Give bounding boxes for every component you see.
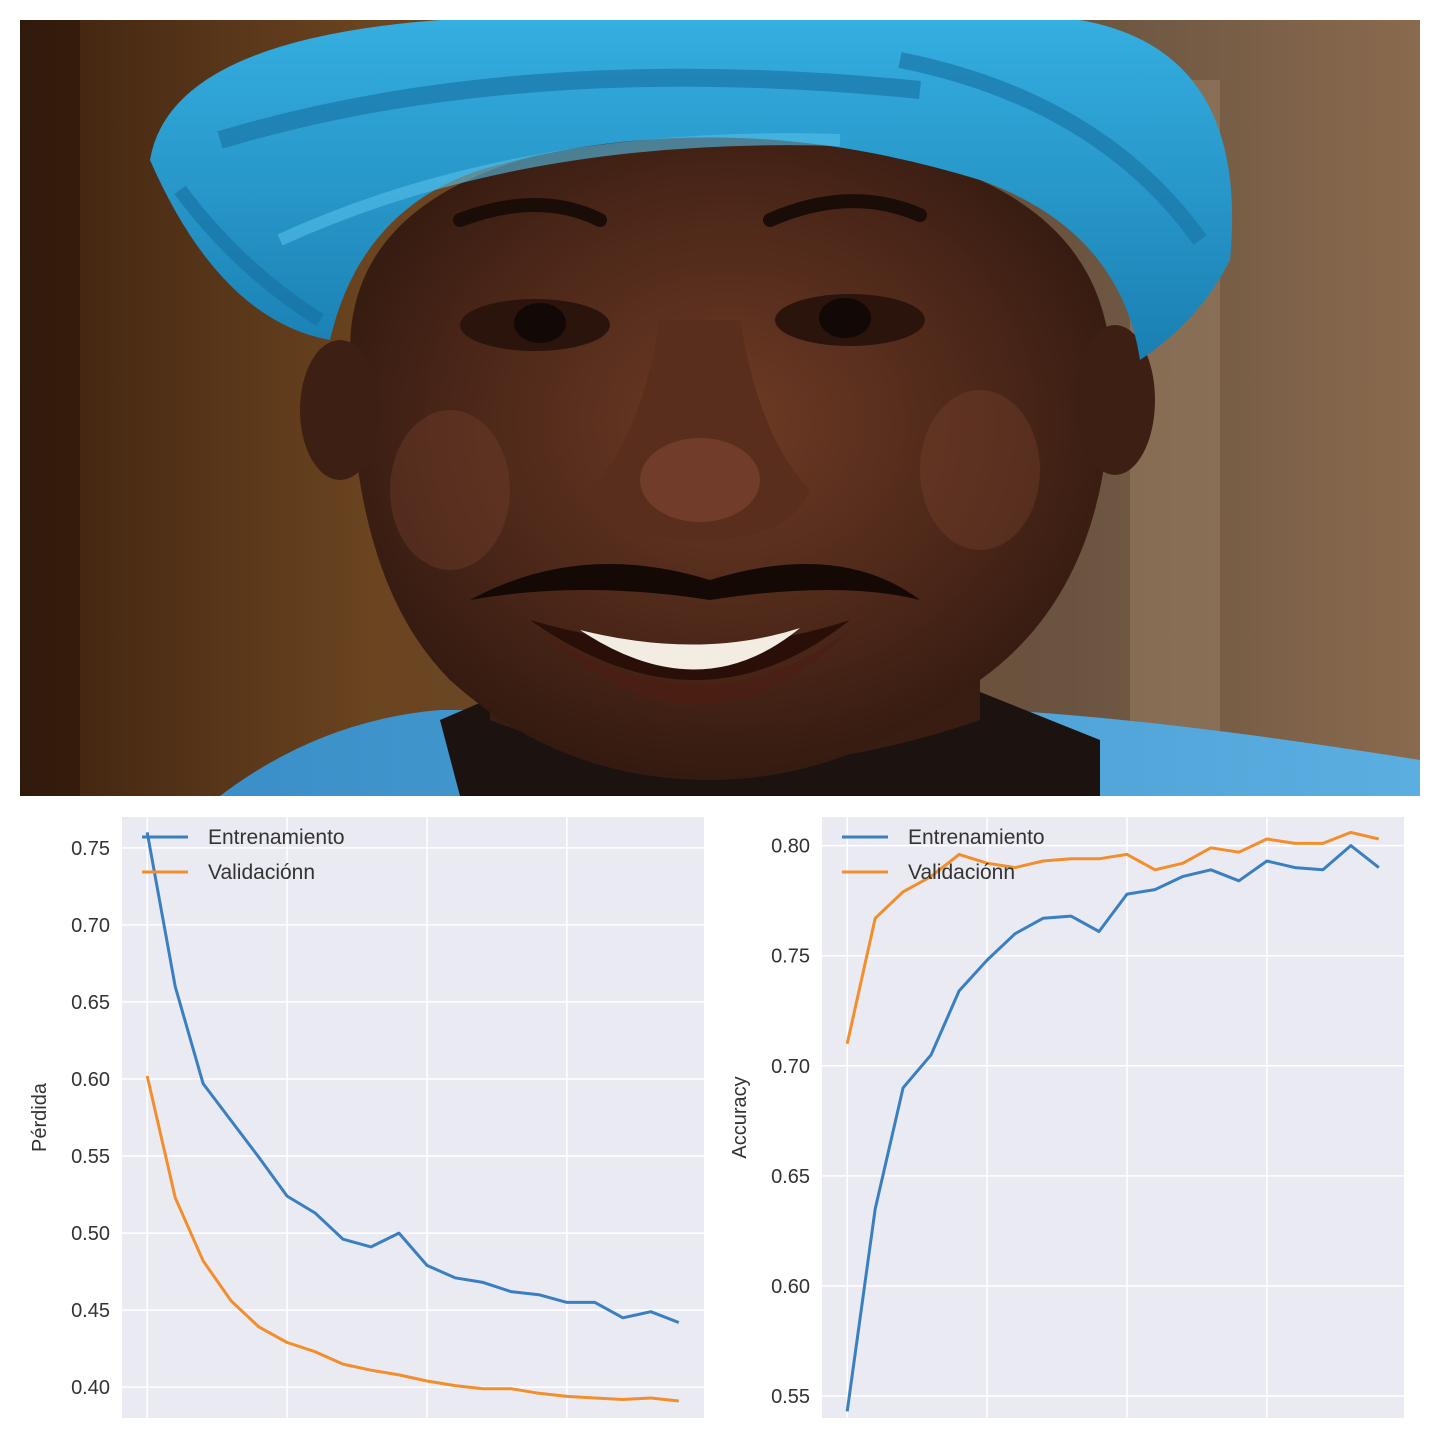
- legend-label-val: Validaciónn: [208, 861, 315, 884]
- cheek-left: [390, 410, 510, 570]
- portrait-photo: [20, 20, 1420, 796]
- y-tick-label: 0.60: [71, 1069, 110, 1091]
- y-axis-label: Accuracy: [729, 1076, 751, 1158]
- iris-left: [514, 303, 566, 343]
- mustache: [470, 564, 920, 600]
- legend-label-train: Entrenamiento: [908, 826, 1045, 849]
- turban-fold-1: [217, 68, 921, 149]
- portrait-illustration: [20, 20, 1420, 796]
- y-tick-label: 0.55: [71, 1146, 110, 1168]
- y-tick-label: 0.40: [71, 1377, 110, 1399]
- accuracy-chart-svg: 0.55 0.60 0.65 0.70 0.75 0.80 Accuracy Entren…: [729, 817, 1404, 1418]
- legend: Entrenamiento Validaciónn: [842, 826, 1045, 884]
- series-lines: [145, 832, 680, 1403]
- legend-label-train: Entrenamiento: [208, 826, 345, 849]
- y-tick-label: 0.65: [71, 992, 110, 1014]
- accuracy-chart: 0.55 0.60 0.65 0.70 0.75 0.80 Accuracy Entren…: [720, 806, 1420, 1426]
- brow-right: [763, 194, 927, 227]
- background-dark-edge: [20, 20, 80, 796]
- plot-background: [122, 817, 704, 1418]
- y-tick-label: 0.80: [771, 836, 810, 858]
- y-tick-label: 0.60: [771, 1276, 810, 1298]
- y-axis-label: Pérdida: [29, 1082, 51, 1152]
- nose-highlight: [640, 438, 760, 522]
- y-tick-label: 0.70: [771, 1056, 810, 1078]
- turban-fold-3: [898, 52, 1207, 245]
- plot-background: [822, 817, 1404, 1418]
- legend-label-val: Validaciónn: [908, 861, 1015, 884]
- y-tick-label: 0.65: [771, 1166, 810, 1188]
- series-line-train: [145, 832, 680, 1324]
- loss-chart-svg: 0.40 0.45 0.50 0.55 0.60 0.65 0.70 0.75 Pérdida…: [29, 817, 704, 1418]
- iris-right: [819, 298, 871, 338]
- turban-fold-2: [277, 133, 841, 246]
- grid: [822, 817, 1404, 1418]
- turban-fold-4: [174, 185, 324, 326]
- y-tick-label: 0.45: [71, 1300, 110, 1322]
- lower-lip: [540, 630, 850, 705]
- y-tick-labels: 0.40 0.45 0.50 0.55 0.60 0.65 0.70 0.75: [71, 838, 110, 1399]
- y-tick-labels: 0.55 0.60 0.65 0.70 0.75 0.80: [771, 836, 810, 1408]
- series-line-val: [845, 830, 1380, 1045]
- series-line-val: [145, 1075, 679, 1403]
- ear-right: [1075, 325, 1155, 475]
- y-tick-label: 0.75: [71, 838, 110, 860]
- teeth: [580, 628, 800, 670]
- series-lines: [845, 830, 1380, 1412]
- loss-chart: 0.40 0.45 0.50 0.55 0.60 0.65 0.70 0.75 Pérdida…: [20, 806, 720, 1426]
- y-tick-label: 0.75: [771, 946, 810, 968]
- brow-left: [453, 198, 607, 227]
- ear-left: [300, 340, 380, 480]
- cheek-right: [920, 390, 1040, 550]
- y-tick-label: 0.70: [71, 915, 110, 937]
- series-line-train: [845, 844, 1380, 1412]
- y-tick-label: 0.55: [771, 1386, 810, 1408]
- y-tick-label: 0.50: [71, 1223, 110, 1245]
- legend: Entrenamiento Validaciónn: [142, 826, 345, 884]
